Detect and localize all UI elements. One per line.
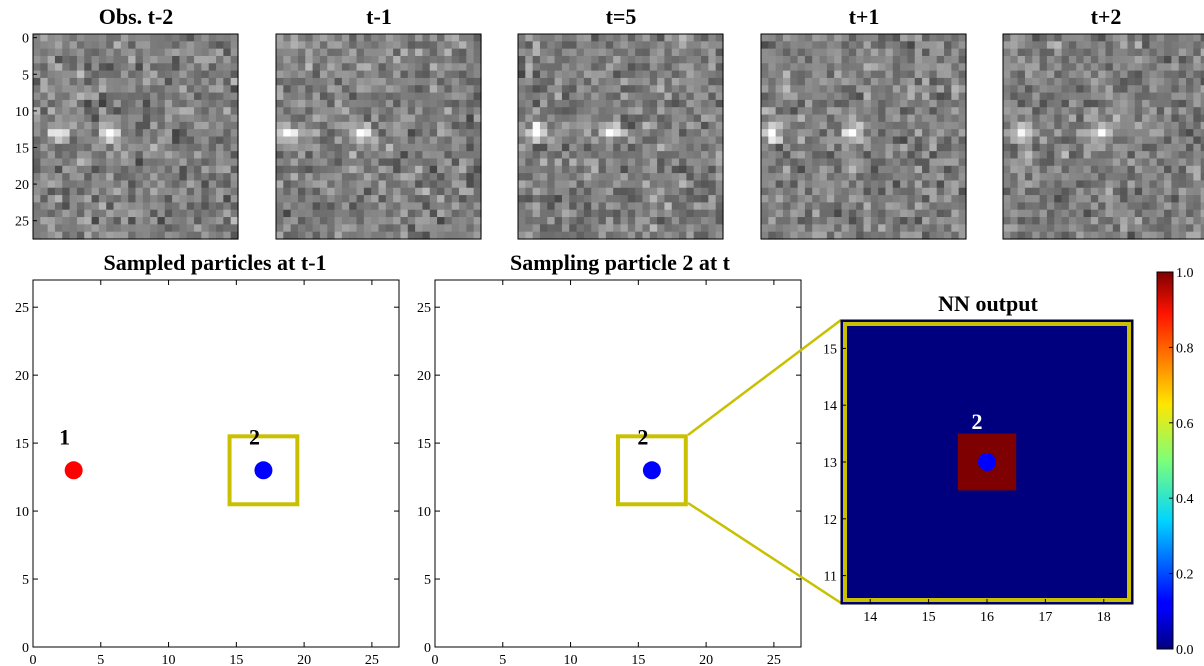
axis-ticks: 0 5 10 15 20 25 0 5 10 15 20 25	[15, 280, 399, 666]
obs-y-tick-label: 5	[22, 68, 29, 83]
x-tick-label: 15	[229, 653, 243, 666]
y-tick-label: 25	[15, 301, 29, 316]
y-tick-label: 5	[424, 573, 431, 588]
nn-output-panel: NN output 2 14 15 16 17 18 11 12 13 14 15	[823, 291, 1134, 625]
obs-title: t+1	[849, 4, 880, 29]
colorbar-tick-label: 1.0	[1176, 266, 1194, 281]
obs-y-tick-label: 15	[15, 141, 29, 156]
y-tick-label: 15	[417, 437, 431, 452]
obs-panel-t-minus-2: Obs. t-2	[32, 4, 239, 240]
x-tick-label: 0	[30, 653, 37, 666]
colorbar-tick-label: 0.4	[1176, 492, 1194, 507]
obs-pixels	[33, 34, 239, 240]
y-tick-label: 10	[15, 505, 29, 520]
particle-2-dot	[642, 461, 661, 480]
particle-1-dot	[64, 461, 83, 480]
particle-2-label: 2	[249, 424, 260, 449]
obs-y-tick-label: 20	[15, 178, 29, 193]
y-tick-label: 25	[417, 301, 431, 316]
obs-pixels	[518, 34, 724, 240]
panel-title: NN output	[938, 291, 1038, 316]
nn-heatmap: 2	[840, 319, 1134, 605]
particle-2-label: 2	[972, 409, 983, 434]
obs-y-axis: 0 5 10 15 20 25	[15, 32, 37, 230]
particle-2-dot	[978, 453, 996, 471]
zoom-line-top	[687, 319, 842, 436]
obs-title: t=5	[606, 4, 637, 29]
selection-box	[616, 434, 688, 507]
y-tick-label: 11	[824, 570, 837, 585]
obs-panel-t-minus-1: t-1	[275, 4, 482, 240]
x-tick-label: 25	[365, 653, 379, 666]
plot-marks: 2	[616, 424, 688, 507]
x-tick-label: 20	[699, 653, 713, 666]
x-tick-label: 14	[863, 610, 877, 625]
x-tick-label: 10	[162, 653, 176, 666]
x-tick-label: 20	[297, 653, 311, 666]
x-tick-label: 5	[499, 653, 506, 666]
particle-1-label: 1	[59, 424, 70, 449]
x-tick-label: 10	[564, 653, 578, 666]
y-tick-label: 0	[424, 641, 431, 656]
colorbar-tick-label: 0.0	[1176, 643, 1194, 658]
colorbar-tick-label: 0.2	[1176, 568, 1194, 583]
colorbar-ticks: 0.0 0.2 0.4 0.6 0.8 1.0	[1169, 266, 1194, 658]
x-tick-label: 25	[767, 653, 781, 666]
colorbar-tick-label: 0.6	[1176, 417, 1194, 432]
axis-ticks: 0 5 10 15 20 25 0 5 10 15 20 25	[417, 280, 801, 666]
x-tick-label: 16	[980, 610, 994, 625]
y-tick-label: 14	[823, 399, 837, 414]
obs-title: t-1	[366, 4, 392, 29]
y-tick-label: 13	[823, 456, 837, 471]
zoom-line-bottom	[687, 501, 842, 605]
panel-title: Sampling particle 2 at t	[510, 250, 731, 275]
x-tick-label: 5	[97, 653, 104, 666]
x-tick-label: 15	[922, 610, 936, 625]
y-tick-label: 5	[22, 573, 29, 588]
y-tick-label: 20	[417, 369, 431, 384]
axis-ticks: 14 15 16 17 18 11 12 13 14 15	[823, 342, 1111, 625]
obs-pixels	[276, 34, 482, 240]
colorbar-gradient	[1156, 271, 1174, 650]
panel-title: Sampled particles at t-1	[103, 250, 326, 275]
y-tick-label: 12	[823, 513, 837, 528]
colorbar: 0.0 0.2 0.4 0.6 0.8 1.0	[1156, 266, 1194, 658]
obs-pixels	[1003, 34, 1204, 240]
obs-panel-t: t=5	[517, 4, 724, 240]
sampling-particle-panel: Sampling particle 2 at t 0 5 10 15 20 25 0 5 10 1…	[417, 250, 802, 666]
obs-y-tick-label: 0	[22, 32, 29, 47]
selection-box	[227, 434, 300, 507]
particle-2-label: 2	[637, 424, 648, 449]
x-tick-label: 18	[1097, 610, 1111, 625]
y-tick-label: 0	[22, 641, 29, 656]
obs-y-tick-label: 10	[15, 105, 29, 120]
y-tick-label: 15	[823, 342, 837, 357]
y-tick-label: 15	[15, 437, 29, 452]
sampled-particles-panel: Sampled particles at t-1 0 5 10 15 20 25 0 5 10 1…	[15, 250, 400, 666]
x-tick-label: 17	[1038, 610, 1052, 625]
y-tick-label: 20	[15, 369, 29, 384]
obs-panel-t-plus-1: t+1	[760, 4, 967, 240]
x-tick-label: 15	[631, 653, 645, 666]
obs-pixels	[761, 34, 967, 240]
particle-2-dot	[254, 461, 273, 480]
obs-title: t+2	[1091, 4, 1122, 29]
x-tick-label: 0	[432, 653, 439, 666]
obs-title: Obs. t-2	[99, 4, 174, 29]
obs-panel-t-plus-2: t+2	[1002, 4, 1204, 240]
obs-y-tick-label: 25	[15, 215, 29, 230]
colorbar-tick-label: 0.8	[1176, 341, 1194, 356]
y-tick-label: 10	[417, 505, 431, 520]
